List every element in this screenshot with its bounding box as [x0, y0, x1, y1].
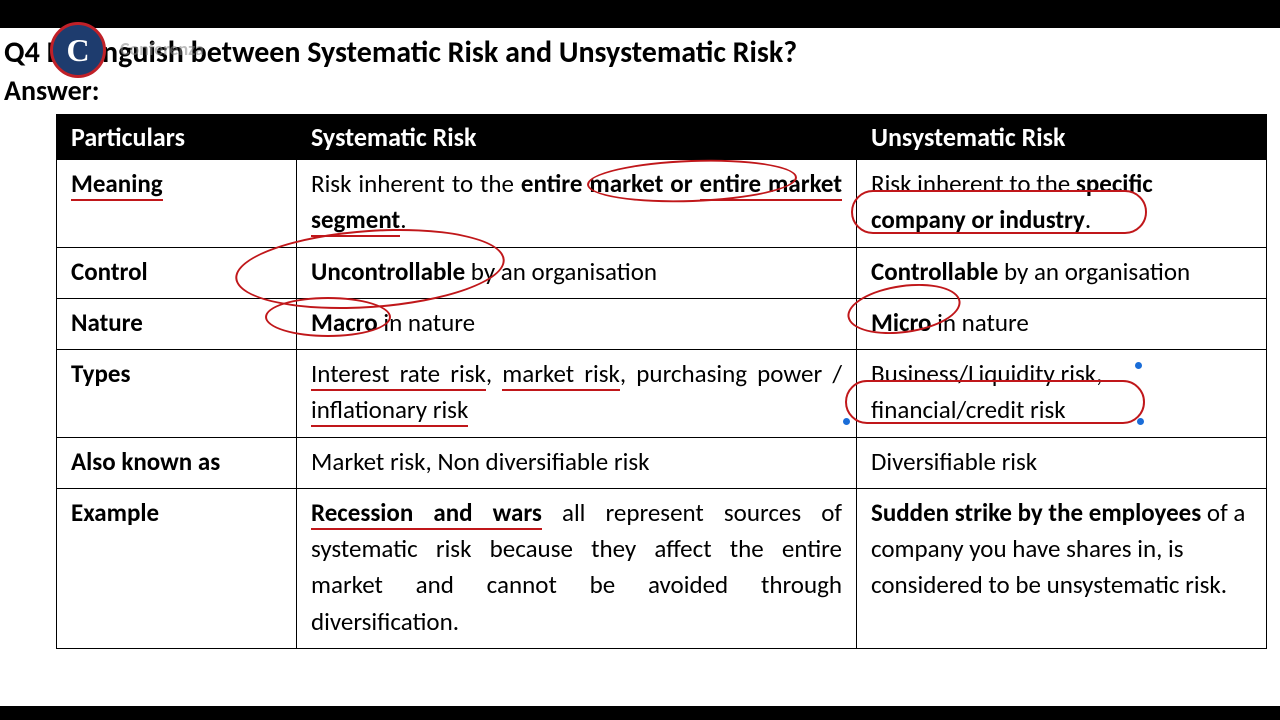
text-business-liquidity: Business/Liquidity risk, — [871, 358, 1102, 389]
col-particulars: Particulars — [57, 115, 297, 160]
text-fragment: Risk inherent to the — [311, 168, 521, 199]
comparison-table: Particulars Systematic Risk Unsystematic… — [56, 114, 1267, 649]
table-row: Control Uncontrollable by an organisatio… — [57, 247, 1267, 298]
text-micro: Micro — [871, 307, 931, 338]
cell-particular-text: Meaning — [71, 168, 163, 201]
text-fragment: Risk inherent to the — [871, 168, 1076, 199]
text-fragment: . — [400, 204, 406, 235]
col-systematic: Systematic Risk — [297, 115, 857, 160]
slide-content: Q4 Distinguish between Systematic Risk a… — [0, 28, 1280, 649]
brand-logo: C — [50, 22, 106, 78]
cell-systematic: Recession and wars all represent sources… — [297, 488, 857, 648]
cell-unsystematic: Controllable by an organisation — [857, 247, 1267, 298]
text-inflationary-risk: inflationary risk — [311, 394, 468, 427]
text-interest-rate-risk: Interest rate risk — [311, 358, 486, 391]
text-uncontrollable: Uncontrollable — [311, 256, 465, 287]
table-header-row: Particulars Systematic Risk Unsystematic… — [57, 115, 1267, 160]
top-black-bar — [0, 0, 1280, 28]
text-fragment: or — [663, 168, 699, 199]
text-fragment: . — [1085, 204, 1091, 235]
cell-particular: Also known as — [57, 437, 297, 488]
cell-systematic: Uncontrollable by an organisation — [297, 247, 857, 298]
brand-logo-letter: C — [66, 32, 89, 69]
cell-unsystematic: Micro in nature — [857, 298, 1267, 349]
text-fragment: by an organisation — [998, 256, 1190, 287]
cell-particular: Example — [57, 488, 297, 648]
cell-unsystematic: Sudden strike by the employees of a comp… — [857, 488, 1267, 648]
bottom-black-bar — [0, 706, 1280, 720]
text-market-risk: market risk — [502, 358, 620, 391]
text-fragment: in nature — [378, 307, 475, 338]
bluedot-icon — [843, 418, 850, 425]
cell-unsystematic: Diversifiable risk — [857, 437, 1267, 488]
bluedot-icon — [1137, 418, 1144, 425]
answer-label: Answer: — [4, 73, 1276, 108]
text-macro: Macro — [311, 307, 378, 338]
cell-systematic: Risk inherent to the entire market or en… — [297, 160, 857, 248]
text-sudden-strike: Sudden strike by the employees — [871, 497, 1201, 528]
cell-particular: Types — [57, 350, 297, 438]
table-row: Types Interest rate risk, market risk, p… — [57, 350, 1267, 438]
text-entire-market: entire market — [521, 168, 663, 199]
cell-unsystematic: Business/Liquidity risk, financial/credi… — [857, 350, 1267, 438]
text-controllable: Controllable — [871, 256, 998, 287]
table-row: Example Recession and wars all represent… — [57, 488, 1267, 648]
cell-particular: Nature — [57, 298, 297, 349]
brand-watermark: Conferenza — [120, 38, 204, 60]
text-recession-wars: Recession and wars — [311, 497, 542, 530]
text-fragment: in nature — [931, 307, 1028, 338]
cell-systematic: Interest rate risk, market risk, purchas… — [297, 350, 857, 438]
cell-systematic: Market risk, Non diversifiable risk — [297, 437, 857, 488]
table-row: Also known as Market risk, Non diversifi… — [57, 437, 1267, 488]
cell-unsystematic: Risk inherent to the specific company or… — [857, 160, 1267, 248]
text-financial-credit: financial/credit risk — [871, 394, 1066, 425]
cell-particular: Meaning — [57, 160, 297, 248]
table-row: Meaning Risk inherent to the entire mark… — [57, 160, 1267, 248]
bluedot-icon — [1135, 362, 1142, 369]
col-unsystematic: Unsystematic Risk — [857, 115, 1267, 160]
cell-particular: Control — [57, 247, 297, 298]
text-fragment: , purchasing power / — [620, 358, 842, 389]
table-row: Nature Macro in nature Micro in nature — [57, 298, 1267, 349]
cell-systematic: Macro in nature — [297, 298, 857, 349]
text-fragment: , — [486, 358, 502, 389]
text-fragment: by an organisation — [465, 256, 657, 287]
